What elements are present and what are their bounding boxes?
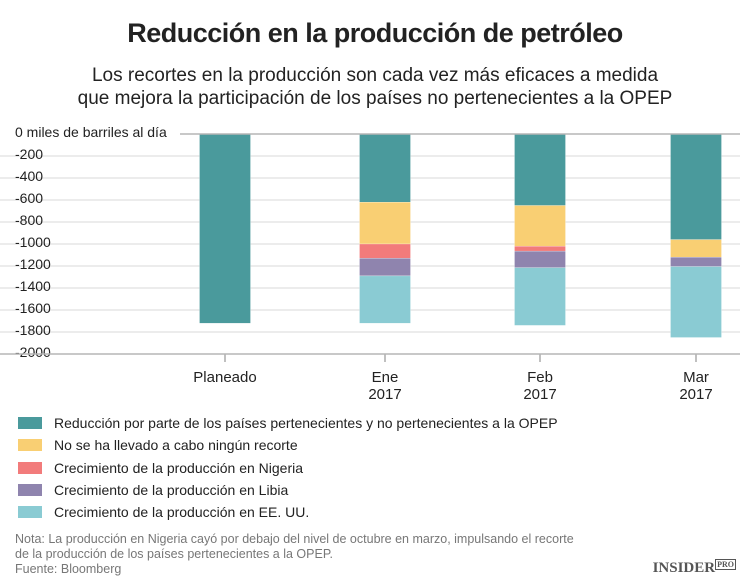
bar-segment bbox=[514, 267, 566, 326]
note-line: Nota: La producción en Nigeria cayó por … bbox=[15, 532, 574, 546]
legend-label: No se ha llevado a cabo ningún recorte bbox=[54, 437, 298, 454]
x-tick-label: Planeado bbox=[193, 369, 256, 386]
legend-label: Reducción por parte de los países perten… bbox=[54, 415, 558, 432]
bar-segment bbox=[359, 133, 411, 203]
subtitle-line: Los recortes en la producción son cada v… bbox=[91, 65, 659, 86]
bar-segment bbox=[670, 239, 722, 258]
bar-segment bbox=[514, 245, 566, 252]
footnote: Nota: La producción en Nigeria cayó por … bbox=[15, 532, 574, 577]
legend-swatch bbox=[18, 439, 42, 452]
x-tick-label: Ene bbox=[372, 369, 399, 386]
insider-pro-logo: INSIDER PRO bbox=[652, 559, 736, 576]
y-tick-label: -800 bbox=[15, 212, 43, 228]
legend-label: Crecimiento de la producción en Nigeria bbox=[54, 459, 304, 476]
bar-segment bbox=[670, 257, 722, 267]
y-tick-label: -200 bbox=[15, 146, 43, 162]
y-tick-label: -1600 bbox=[15, 300, 51, 316]
subtitle-line: que mejora la participación de los paíse… bbox=[77, 88, 673, 109]
y-tick-label: -400 bbox=[15, 168, 43, 184]
y-tick-label: -600 bbox=[15, 190, 43, 206]
stacked-bar-chart: 0 miles de barriles al día -200 -400 -600 -8… bbox=[0, 124, 740, 403]
y-tick-label: -1800 bbox=[15, 322, 51, 338]
x-tick-label: 2017 bbox=[523, 386, 556, 403]
chart-title: Reducción en la producción de petróleo bbox=[127, 18, 623, 48]
x-tick-label: Feb bbox=[527, 369, 553, 386]
bar-segment bbox=[514, 205, 566, 247]
x-tick-label: 2017 bbox=[368, 386, 401, 403]
bar-segment bbox=[359, 243, 411, 259]
legend-item: Crecimiento de la producción en Libia bbox=[18, 479, 558, 501]
y-tick-label: -1200 bbox=[15, 256, 51, 272]
legend-item: Crecimiento de la producción en Nigeria bbox=[18, 457, 558, 479]
legend-item: Crecimiento de la producción en EE. UU. bbox=[18, 501, 558, 523]
legend-label: Crecimiento de la producción en EE. UU. bbox=[54, 504, 310, 521]
legend-swatch bbox=[18, 506, 42, 519]
x-tick-label: 2017 bbox=[679, 386, 712, 403]
bar-segment bbox=[359, 258, 411, 277]
bar-segment bbox=[670, 133, 722, 240]
y-tick-label: -2000 bbox=[15, 344, 51, 360]
x-tick-label: Mar bbox=[683, 369, 709, 386]
bar-segment bbox=[199, 133, 251, 324]
legend-swatch bbox=[18, 484, 42, 497]
bar-segment bbox=[514, 250, 566, 268]
y-tick-label: -1400 bbox=[15, 278, 51, 294]
legend-item: Reducción por parte de los países perten… bbox=[18, 412, 558, 434]
bar-segment bbox=[670, 266, 722, 338]
legend-swatch bbox=[18, 461, 42, 474]
y-tick-label: 0 miles de barriles al día bbox=[15, 124, 167, 140]
bar-segment bbox=[359, 275, 411, 324]
chart-subtitle: Los recortes en la producción son cada v… bbox=[0, 64, 750, 110]
legend-swatch bbox=[18, 417, 42, 430]
source: Fuente: Bloomberg bbox=[15, 562, 122, 576]
legend: Reducción por parte de los países perten… bbox=[18, 412, 558, 523]
y-tick-label: -1000 bbox=[15, 234, 51, 250]
note-line: de la producción de los países perteneci… bbox=[15, 547, 334, 561]
bar-segment bbox=[359, 201, 411, 245]
bar-segment bbox=[514, 133, 566, 206]
legend-label: Crecimiento de la producción en Libia bbox=[54, 482, 289, 499]
legend-item: No se ha llevado a cabo ningún recorte bbox=[18, 434, 558, 456]
